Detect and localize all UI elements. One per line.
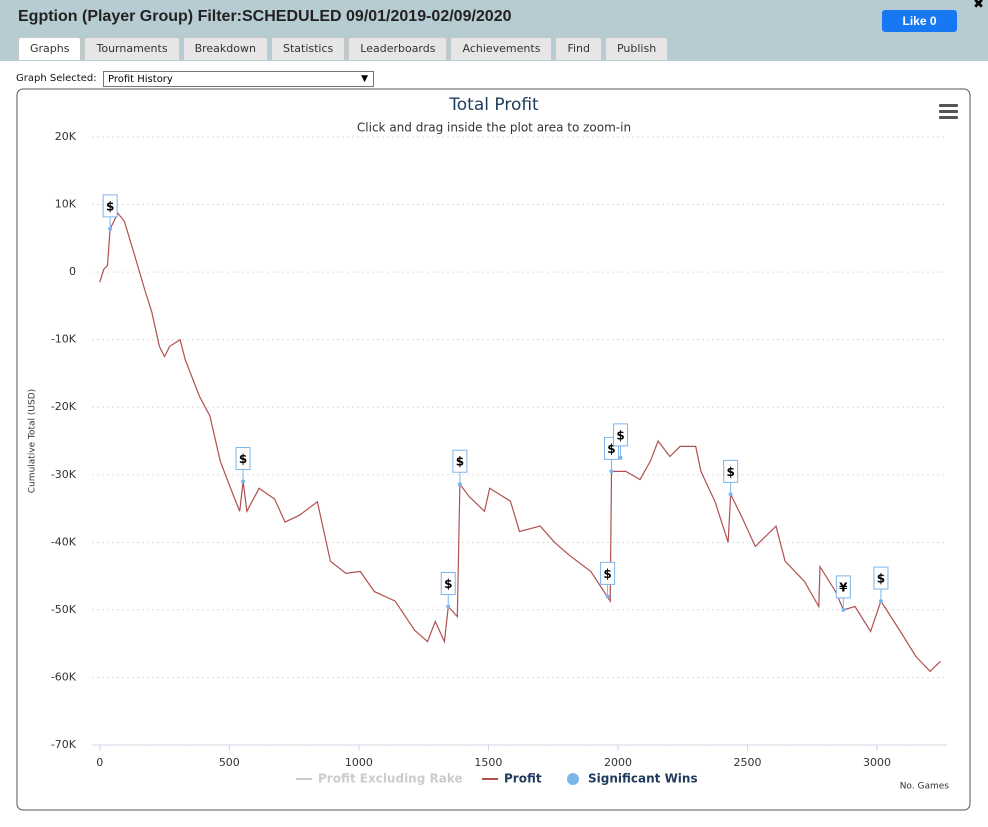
significant-win: $ [723, 459, 739, 497]
y-tick-label: -10K [51, 333, 77, 346]
flag-label: $ [456, 455, 464, 469]
profit-line [99, 212, 941, 673]
x-tick-label: 2000 [604, 756, 632, 769]
x-tick-label: 1000 [345, 756, 373, 769]
significant-win: $ [452, 449, 468, 487]
tab[interactable]: Achievements [450, 37, 553, 60]
y-tick-label: -30K [51, 468, 77, 481]
y-tick-label: 10K [55, 198, 77, 211]
menu-bar [939, 110, 958, 113]
tab[interactable]: Statistics [270, 37, 346, 60]
graph-select-value: Profit History [108, 74, 173, 85]
flag [835, 575, 851, 599]
dropdown-arrow: ▼ [361, 74, 368, 84]
menu-button[interactable] [939, 104, 958, 119]
chart-frame [16, 88, 971, 811]
y-tick-label: 0 [69, 265, 76, 278]
flag [613, 423, 629, 447]
menu-bar [939, 104, 958, 107]
x-tick-label: 1500 [474, 756, 502, 769]
x-tick-label: 3000 [863, 756, 891, 769]
flag-label: $ [726, 465, 734, 479]
significant-win: $ [102, 194, 118, 231]
x-tick-label: 500 [219, 756, 240, 769]
win-marker [446, 604, 451, 609]
significant-win: $ [873, 566, 889, 604]
flag-label: $ [444, 577, 452, 591]
legend-label: Profit [504, 772, 542, 786]
legend-label: Significant Wins [588, 772, 698, 786]
graph-select[interactable]: Profit History ▼ [103, 71, 374, 87]
tab[interactable]: Tournaments [84, 37, 180, 60]
legend-label: Profit Excluding Rake [318, 772, 463, 786]
tab[interactable]: Find [555, 37, 602, 60]
significant-win: $ [613, 423, 629, 460]
win-marker [457, 482, 462, 487]
chart-title: Total Profit [448, 95, 539, 115]
win-marker [609, 469, 614, 474]
win-marker [728, 492, 733, 497]
significant-win: ¥ [835, 575, 851, 612]
flag-label: $ [106, 199, 114, 213]
y-tick-label: -40K [51, 535, 77, 548]
tab[interactable]: Leaderboards [348, 37, 448, 60]
legend-symbol [567, 773, 579, 785]
y-tick-label: -50K [51, 603, 77, 616]
x-axis-label: No. Games [900, 782, 950, 792]
header-bar: Egption (Player Group) Filter:SCHEDULED … [0, 0, 988, 61]
y-axis-label: Cumulative Total (USD) [28, 389, 38, 493]
tab-bar: Graphs Tournaments Breakdown Statistics Lead… [18, 37, 669, 60]
win-marker [605, 594, 610, 599]
flag [873, 566, 889, 590]
flag [723, 459, 739, 483]
x-tick-label: 0 [96, 756, 103, 769]
significant-win: $ [440, 572, 456, 609]
flag [235, 447, 251, 471]
flag [102, 194, 118, 218]
win-marker [618, 455, 623, 460]
flag [440, 572, 456, 596]
close-button[interactable]: ✖ [973, 0, 984, 12]
tab[interactable]: Graphs [18, 37, 82, 60]
x-tick-label: 2500 [734, 756, 762, 769]
tab[interactable]: Publish [604, 37, 669, 60]
win-marker [108, 226, 113, 231]
chart-subtitle: Click and drag inside the plot area to z… [357, 121, 631, 135]
significant-win: $ [600, 561, 616, 599]
y-tick-label: -20K [51, 400, 77, 413]
flag-label: $ [616, 428, 624, 442]
flag-label: $ [603, 567, 611, 581]
tab[interactable]: Breakdown [182, 37, 268, 60]
page-title: Egption (Player Group) Filter:SCHEDULED … [18, 8, 512, 25]
win-marker [241, 479, 246, 484]
flag [452, 449, 468, 473]
significant-win: $ [235, 447, 251, 484]
flag-label: $ [607, 442, 615, 456]
flag [600, 561, 616, 585]
win-marker [878, 599, 883, 604]
graph-select-label: Graph Selected: [16, 73, 97, 84]
flag-label: $ [239, 452, 247, 466]
menu-bar [939, 116, 958, 119]
y-tick-label: 20K [55, 130, 77, 143]
win-marker [841, 607, 846, 612]
y-tick-label: -70K [51, 738, 77, 751]
y-tick-label: -60K [51, 670, 77, 683]
flag-label: ¥ [839, 580, 848, 594]
like-button[interactable]: Like 0 [882, 10, 957, 32]
flag-label: $ [877, 572, 885, 586]
